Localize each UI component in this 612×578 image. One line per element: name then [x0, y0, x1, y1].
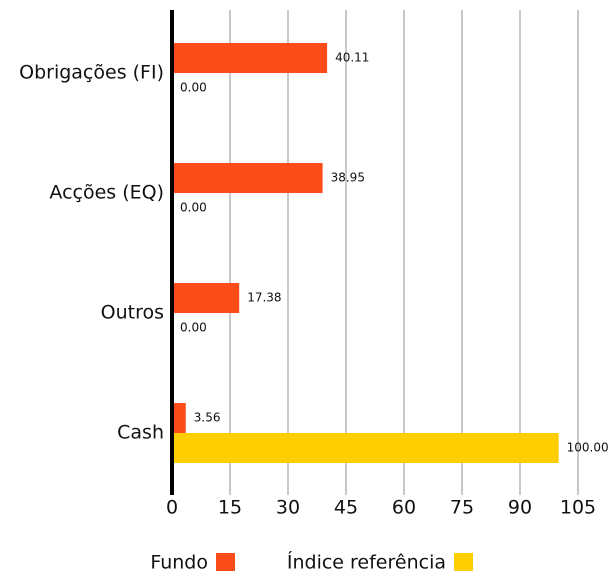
value-label: 3.56 [194, 411, 221, 425]
x-tick-label: 60 [392, 497, 416, 519]
value-label: 38.95 [331, 171, 365, 185]
category-label: Cash [117, 422, 164, 444]
category-label: Outros [101, 302, 164, 324]
value-label: 100.00 [567, 441, 609, 455]
bar [172, 163, 323, 193]
bar [172, 43, 328, 73]
bar [172, 403, 186, 433]
value-label: 17.38 [247, 291, 281, 305]
x-tick-label: 15 [218, 497, 242, 519]
legend-swatch [216, 553, 235, 571]
value-label: 0.00 [180, 321, 207, 335]
category-label: Acções (EQ) [49, 182, 164, 204]
category-label: Obrigações (FI) [19, 62, 164, 84]
value-label: 40.11 [335, 51, 369, 65]
bar [172, 433, 559, 463]
legend-swatch [454, 553, 473, 571]
x-tick-label: 45 [334, 497, 358, 519]
legend-label: Índice referência [287, 551, 446, 574]
legend-label: Fundo [150, 552, 208, 574]
value-label: 0.00 [180, 201, 207, 215]
x-tick-label: 30 [276, 497, 300, 519]
x-tick-label: 90 [508, 497, 532, 519]
value-label: 0.00 [180, 81, 207, 95]
x-tick-label: 105 [560, 497, 596, 519]
x-tick-label: 0 [166, 497, 178, 519]
bar [172, 283, 240, 313]
x-tick-label: 75 [450, 497, 474, 519]
